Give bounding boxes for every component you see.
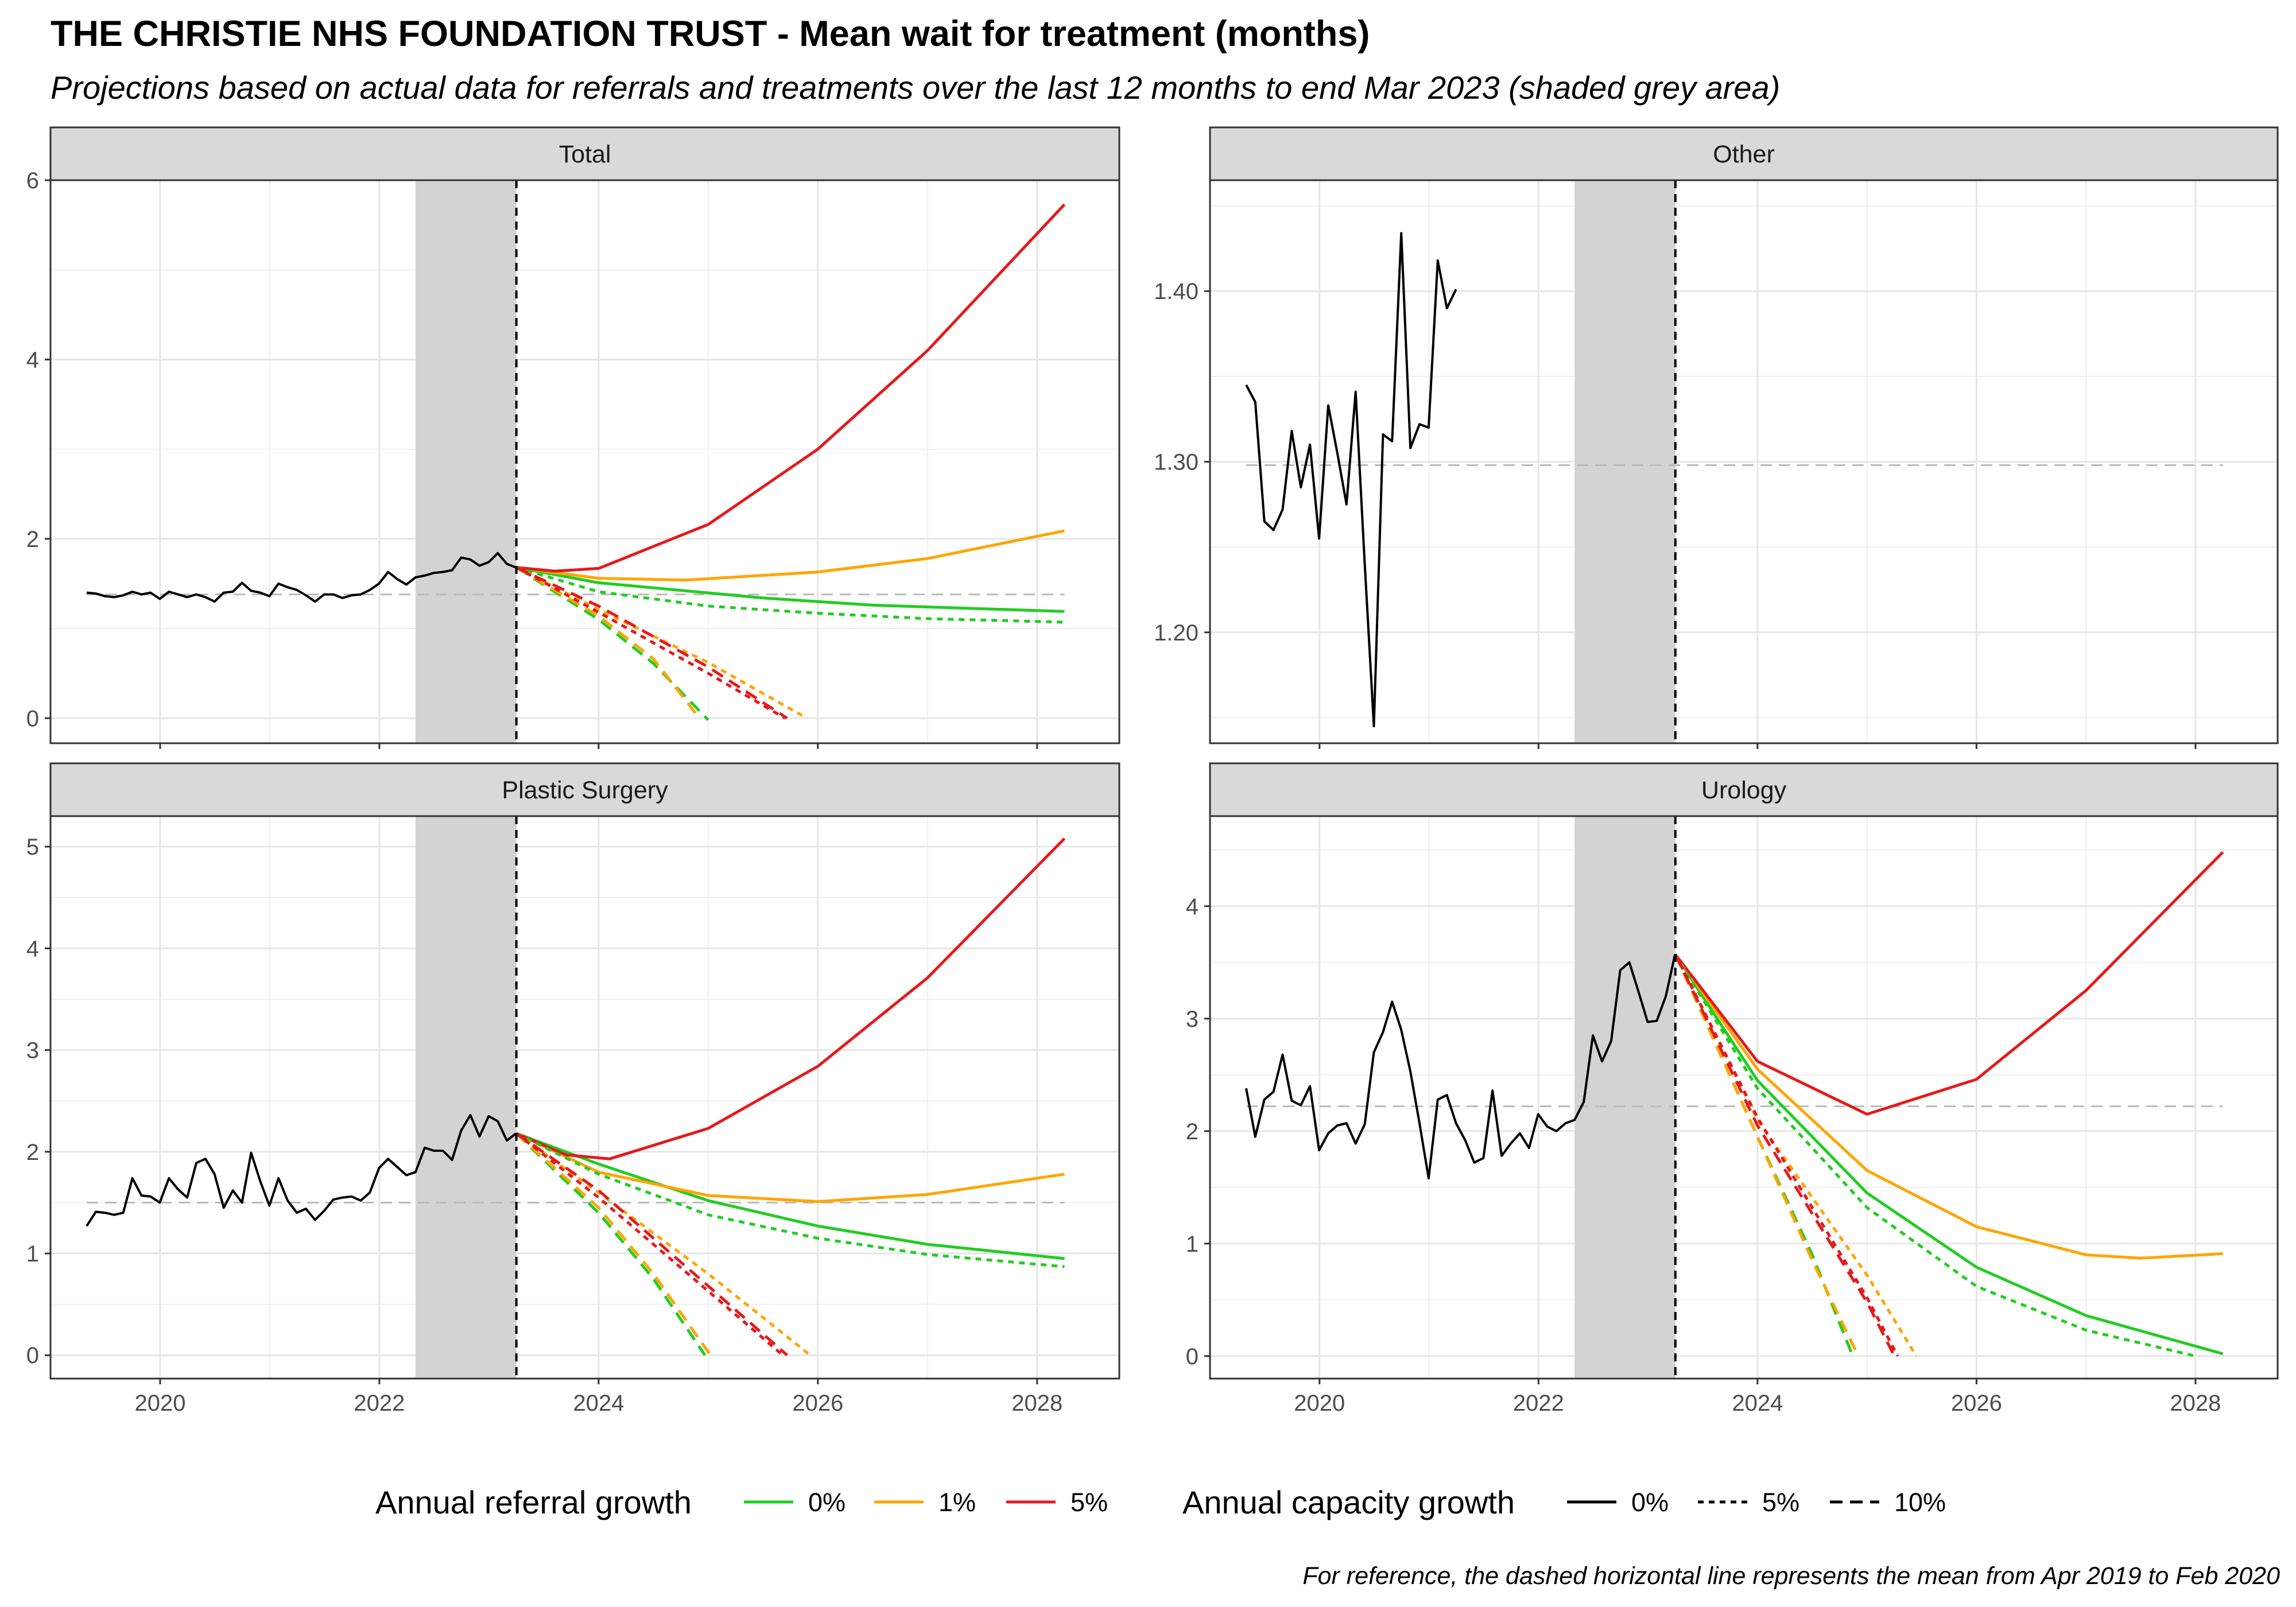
- y-tick-label: 1.40: [1154, 279, 1199, 304]
- projection-line-referral-5-capacity-5: [515, 566, 786, 720]
- panel-strip-label: Total: [559, 141, 611, 168]
- projection-line-referral-5-capacity-5: [515, 1132, 784, 1357]
- x-tick-label: 2024: [573, 1391, 624, 1416]
- x-tick-label: 2020: [1294, 1391, 1345, 1416]
- panel-strip: [49, 762, 1120, 817]
- projection-line-referral-0-capacity-5: [515, 566, 1065, 624]
- projection-line-referral-1-capacity-0: [1674, 953, 2223, 1260]
- y-tick-label: 4: [1186, 894, 1199, 919]
- plot-series: [86, 837, 1066, 1357]
- y-tick-label: 3: [26, 1038, 39, 1063]
- panel-strip: [49, 126, 1120, 181]
- projection-line-referral-5-capacity-10: [515, 566, 788, 720]
- x-tick-label: 2022: [354, 1391, 405, 1416]
- y-tick-label: 1.20: [1154, 620, 1199, 646]
- shaded-period: [415, 816, 517, 1379]
- plot-series: [1245, 851, 2224, 1358]
- legend-referral-label: 5%: [1071, 1488, 1108, 1517]
- y-tick-label: 0: [26, 706, 39, 731]
- shaded-period: [1574, 180, 1676, 743]
- actual-series-line: [86, 1114, 517, 1227]
- panel-strip-label: Plastic Surgery: [502, 777, 668, 804]
- projection-line-referral-1-capacity-10: [515, 1132, 712, 1356]
- legend: Annual referral growth 0% 1% 5% Annual capac…: [375, 1484, 1946, 1520]
- chart-subtitle: Projections based on actual data for ref…: [51, 69, 1780, 106]
- panel-total: Total 0 2 4 6: [26, 126, 1120, 749]
- y-tick-label: 2: [26, 1140, 39, 1165]
- panels: Total 0 2 4 6 Other 1.20 1.30 1.40 Plastic Surger…: [26, 126, 2279, 1416]
- chart-title: THE CHRISTIE NHS FOUNDATION TRUST - Mean…: [51, 14, 1370, 54]
- legend-capacity-title: Annual capacity growth: [1182, 1484, 1515, 1520]
- projection-line-referral-5-capacity-0: [1674, 851, 2224, 1116]
- projection-line-referral-0-capacity-10: [515, 566, 709, 721]
- plot-series: [86, 203, 1066, 721]
- legend-referral-title: Annual referral growth: [375, 1484, 692, 1520]
- x-tick-label: 2028: [2170, 1391, 2221, 1416]
- y-tick-label: 5: [26, 834, 39, 860]
- actual-series-line: [1245, 232, 1457, 728]
- panel-strip: [1209, 126, 2279, 181]
- y-tick-label: 1: [26, 1241, 39, 1267]
- projection-line-referral-5-capacity-0: [516, 203, 1066, 573]
- legend-capacity-label: 0%: [1631, 1488, 1669, 1517]
- y-tick-label: 1: [1186, 1232, 1199, 1257]
- panel-urology: Urology 0 1 2 3 4 2020 2022 2024 2026 2028: [1186, 762, 2279, 1416]
- y-tick-label: 3: [1186, 1007, 1199, 1032]
- y-tick-label: 2: [1186, 1119, 1199, 1144]
- projection-line-referral-5-capacity-5: [1674, 953, 1899, 1357]
- legend-capacity-label: 10%: [1894, 1488, 1946, 1517]
- y-tick-label: 2: [26, 527, 39, 552]
- projection-line-referral-1-capacity-0: [516, 529, 1065, 582]
- y-tick-label: 0: [1186, 1344, 1199, 1369]
- x-tick-label: 2024: [1732, 1391, 1783, 1416]
- y-tick-label: 4: [26, 936, 39, 961]
- shaded-period: [415, 180, 517, 743]
- projection-line-referral-0-capacity-10: [515, 1132, 707, 1356]
- plot-background: [51, 180, 1119, 743]
- projection-line-referral-1-capacity-10: [515, 566, 701, 719]
- x-tick-label: 2026: [792, 1391, 843, 1416]
- y-tick-label: 1.30: [1154, 450, 1199, 475]
- panel-strip-label: Other: [1713, 141, 1775, 168]
- y-tick-label: 0: [26, 1343, 39, 1368]
- x-tick-label: 2028: [1011, 1391, 1062, 1416]
- projection-line-referral-0-capacity-0: [1674, 953, 2224, 1356]
- projection-line-referral-0-capacity-5: [1674, 953, 2196, 1358]
- legend-referral-label: 1%: [938, 1488, 976, 1517]
- projection-line-referral-5-capacity-10: [515, 1132, 788, 1357]
- legend-referral-label: 0%: [808, 1488, 846, 1517]
- plot-series: [1245, 232, 1457, 728]
- y-tick-label: 4: [26, 347, 39, 372]
- panel-strip: [1209, 762, 2279, 817]
- projection-line-referral-1-capacity-0: [515, 1132, 1065, 1204]
- projection-line-referral-0-capacity-0: [515, 1132, 1065, 1260]
- actual-series-line: [86, 552, 517, 603]
- legend-capacity-label: 5%: [1762, 1488, 1799, 1517]
- y-tick-label: 6: [26, 168, 39, 193]
- chart-caption: For reference, the dashed horizontal lin…: [1302, 1562, 2280, 1590]
- projection-line-referral-0-capacity-0: [516, 566, 1065, 613]
- x-tick-label: 2022: [1513, 1391, 1564, 1416]
- x-tick-label: 2020: [134, 1391, 185, 1416]
- projection-line-referral-1-capacity-10: [1674, 954, 1860, 1357]
- panel-strip-label: Urology: [1701, 777, 1787, 804]
- projection-line-referral-5-capacity-10: [1674, 954, 1896, 1357]
- plot-background: [51, 816, 1119, 1379]
- x-tick-label: 2026: [1951, 1391, 2002, 1416]
- panel-other: Other 1.20 1.30 1.40: [1154, 126, 2279, 749]
- shaded-period: [1574, 816, 1676, 1379]
- projection-line-referral-0-capacity-5: [515, 1132, 1065, 1268]
- actual-series-line: [1245, 954, 1677, 1180]
- plot-background: [1210, 816, 2278, 1379]
- panel-plastic-surgery: Plastic Surgery 0 1 2 3 4 5 2020 2022 2024 2026 202…: [26, 762, 1120, 1416]
- projection-line-referral-5-capacity-0: [515, 837, 1066, 1160]
